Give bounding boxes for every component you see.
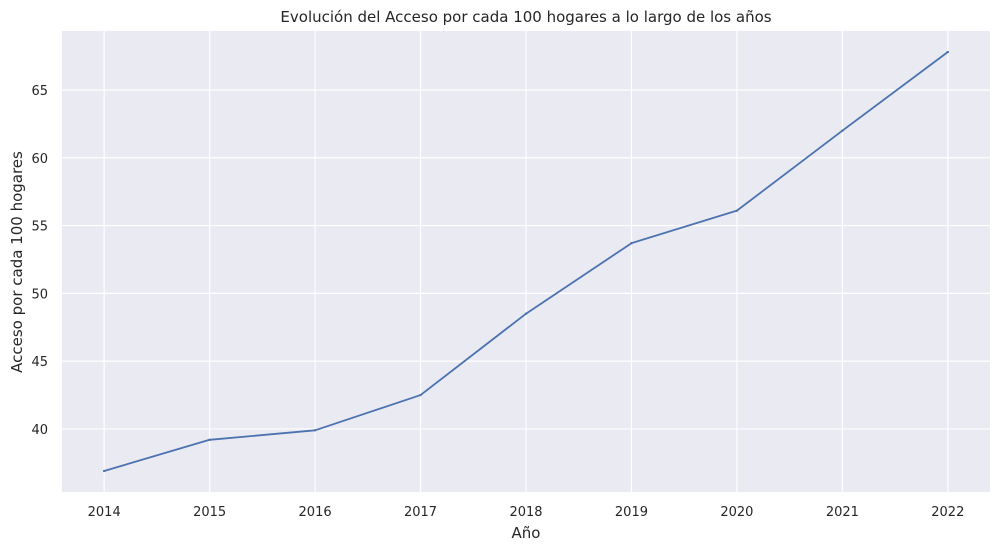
x-tick-label: 2015: [193, 505, 226, 520]
x-axis-label: Año: [512, 524, 541, 542]
x-tick-label: 2018: [509, 505, 542, 520]
x-tick-label: 2020: [720, 505, 753, 520]
x-tick-label: 2014: [88, 505, 121, 520]
y-tick-label: 60: [31, 152, 48, 167]
data-point: [946, 50, 950, 54]
data-point: [630, 241, 633, 245]
y-tick-label: 65: [31, 84, 48, 99]
data-point: [208, 438, 211, 441]
data-point: [841, 129, 844, 132]
y-tick-label: 40: [31, 423, 48, 438]
series-layer: [102, 50, 950, 473]
data-point: [313, 429, 317, 432]
y-axis-label: Acceso por cada 100 hogares: [8, 151, 26, 373]
grid-lines: [62, 31, 990, 492]
chart-title: Evolución del Acceso por cada 100 hogare…: [280, 8, 771, 26]
y-tick-label: 55: [31, 220, 48, 235]
x-tick-label: 2022: [931, 505, 964, 520]
data-point: [524, 312, 528, 315]
x-tick-label: 2017: [404, 505, 437, 520]
data-point: [419, 393, 422, 397]
y-axis-ticks: 40 45 50 55 60 65: [31, 84, 48, 438]
y-tick-label: 50: [31, 287, 48, 302]
y-tick-label: 45: [31, 355, 48, 370]
x-tick-label: 2019: [615, 505, 648, 520]
x-tick-label: 2021: [826, 505, 859, 520]
x-tick-label: 2016: [299, 505, 332, 520]
x-axis-ticks: 2014 2015 2016 2017 2018 2019 2020 2021 2022: [88, 505, 965, 520]
data-point: [102, 469, 106, 473]
data-point: [735, 209, 739, 212]
